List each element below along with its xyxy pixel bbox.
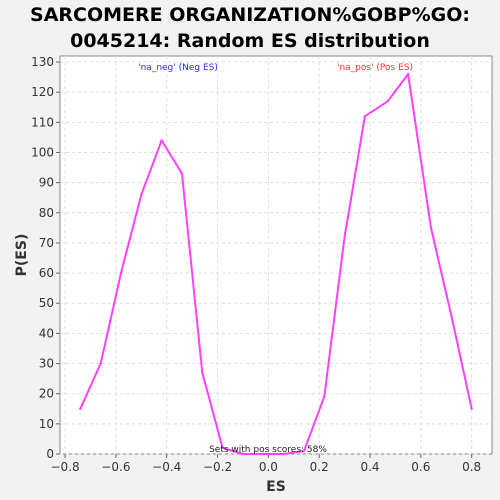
y-tick-label: 10 (39, 417, 54, 431)
x-axis-title: ES (266, 479, 286, 495)
data-point (406, 72, 410, 76)
data-point (241, 452, 245, 456)
y-tick-label: 100 (31, 145, 54, 159)
x-tick-label: 0.0 (259, 460, 278, 474)
data-point (201, 371, 204, 374)
x-tick-label: 0.2 (310, 460, 329, 474)
y-tick-label: 130 (31, 55, 54, 69)
data-point (323, 395, 326, 398)
chart-title-line2: 0045214: Random ES distribution (70, 30, 430, 52)
data-point (160, 139, 163, 142)
data-point (119, 271, 123, 275)
es-distribution-line (79, 73, 473, 455)
x-tick-label: −0.6 (101, 460, 130, 474)
series-layer (79, 72, 473, 456)
y-tick-label: 110 (31, 115, 54, 129)
axes: 0 10 20 30 40 50 60 70 80 90 100 110 120 130 −0.8 −0.6 −… (31, 55, 481, 474)
y-axis-title: P(ES) (14, 234, 30, 277)
pos-es-label: 'na_pos' (Pos ES) (337, 63, 413, 73)
data-point (363, 115, 367, 118)
x-tick-label: 0.6 (411, 460, 430, 474)
data-point (302, 449, 306, 453)
y-tick-label: 120 (31, 85, 54, 99)
data-point (386, 100, 390, 103)
y-tick-label: 90 (39, 176, 54, 190)
neg-es-label: 'na_neg' (Neg ES) (138, 63, 218, 73)
pos-scores-footer: Sets with pos scores: 58% (209, 445, 327, 455)
data-point (450, 314, 453, 317)
x-tick-label: −0.2 (203, 460, 232, 474)
data-point (429, 226, 433, 230)
data-point (262, 452, 265, 456)
data-point (99, 362, 102, 365)
data-point (470, 407, 473, 410)
y-tick-label: 60 (39, 266, 54, 280)
x-tick-label: 0.4 (360, 460, 379, 474)
y-tick-label: 20 (39, 387, 54, 401)
y-tick-label: 30 (39, 357, 54, 371)
y-tick-label: 0 (46, 447, 54, 461)
data-point (180, 172, 184, 175)
y-tick-label: 40 (39, 326, 54, 340)
data-point (140, 193, 143, 196)
y-tick-label: 50 (39, 296, 54, 310)
y-tick-label: 70 (39, 236, 54, 250)
x-tick-label: −0.8 (51, 460, 80, 474)
grid (60, 56, 492, 455)
data-point (343, 235, 346, 239)
chart-title-line1: SARCOMERE ORGANIZATION%GOBP%GO: (30, 4, 470, 26)
x-tick-label: −0.4 (152, 460, 181, 474)
data-point (79, 407, 82, 410)
x-tick-label: 0.8 (462, 460, 481, 474)
y-tick-label: 80 (39, 206, 54, 220)
data-point (221, 446, 224, 450)
data-point (282, 452, 285, 456)
